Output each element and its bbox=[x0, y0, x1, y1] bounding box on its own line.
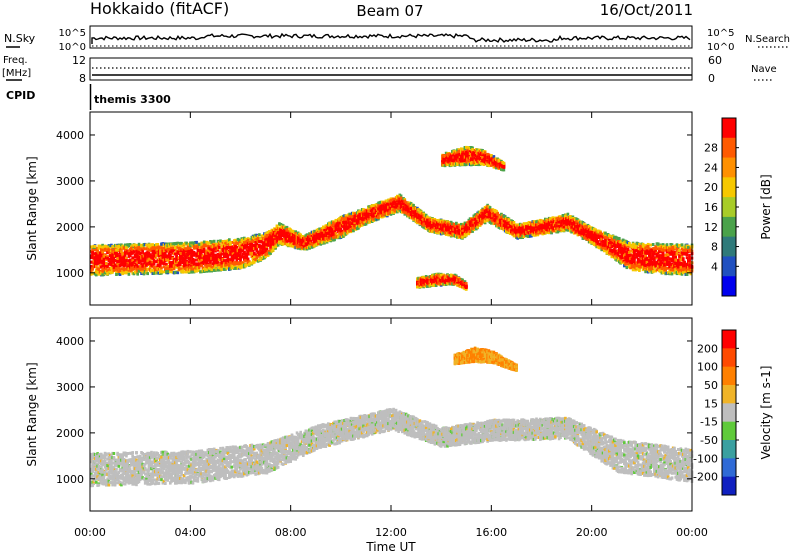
power-echo-band-0 bbox=[90, 193, 694, 277]
power-cbar-segment-5 bbox=[722, 216, 736, 238]
vel-cbar-segment-0 bbox=[722, 330, 736, 349]
vel-cbar-segment-1 bbox=[722, 348, 736, 368]
power-cbar-label: Power [dB] bbox=[759, 174, 773, 239]
power-cbar-segment-7 bbox=[722, 256, 736, 277]
vel-cbar-tick-label-3: 15 bbox=[704, 397, 718, 410]
beam-title: Beam 07 bbox=[356, 2, 423, 20]
vel-cbar-segment-2 bbox=[722, 366, 736, 386]
vel-ytick-label-2: 3000 bbox=[56, 381, 84, 394]
vel-ylabel: Slant Range [km] bbox=[25, 362, 39, 466]
vel-cbar-segment-8 bbox=[722, 476, 736, 496]
vel-cbar-tick-label-1: 100 bbox=[697, 361, 718, 374]
vel-cbar-tick-label-6: -100 bbox=[693, 452, 718, 465]
vel-cbar-segment-5 bbox=[722, 421, 736, 441]
vel-cbar-segment-6 bbox=[722, 440, 736, 459]
time-tick-label-3: 12:00 bbox=[375, 526, 407, 539]
nsearch-label: N.Search bbox=[745, 34, 790, 45]
time-tick-label-2: 08:00 bbox=[275, 526, 307, 539]
nsky-tick-bottom: 10^0 bbox=[59, 42, 86, 53]
vel-cbar-tick-label-5: -50 bbox=[700, 434, 718, 447]
time-tick-label-1: 04:00 bbox=[174, 526, 206, 539]
nave-tick-top: 60 bbox=[708, 54, 722, 67]
power-cbar-tick-label-3: 16 bbox=[704, 201, 718, 214]
power-echo-band-2 bbox=[416, 272, 468, 291]
power-cbar-tick-label-2: 20 bbox=[704, 181, 718, 194]
power-cbar-segment-8 bbox=[722, 276, 736, 297]
power-cbar-tick-label-1: 24 bbox=[704, 161, 718, 174]
vel-cbar-tick-label-7: -200 bbox=[693, 471, 718, 484]
nave-tick-bottom: 0 bbox=[708, 72, 715, 85]
nsearch-tick-bottom: 10^0 bbox=[707, 42, 734, 53]
power-cbar-segment-3 bbox=[722, 177, 736, 198]
power-ytick-label-2: 3000 bbox=[56, 175, 84, 188]
freq-label-1: Freq. bbox=[3, 55, 28, 66]
nsky-strip-frame bbox=[89, 25, 693, 49]
vel-cbar-segment-4 bbox=[722, 403, 736, 423]
cpid-value: themis 3300 bbox=[94, 93, 171, 106]
power-ytick-label-1: 2000 bbox=[56, 221, 84, 234]
vel-echo-band-1 bbox=[453, 346, 518, 372]
power-cbar-tick-label-6: 4 bbox=[711, 260, 718, 273]
vel-cbar-label: Velocity [m s-1] bbox=[759, 366, 773, 460]
vel-cbar-tick-label-0: 200 bbox=[697, 342, 718, 355]
power-ylabel: Slant Range [km] bbox=[25, 156, 39, 260]
vel-cbar-tick-label-2: 50 bbox=[704, 379, 718, 392]
vel-cbar-frame bbox=[721, 329, 737, 496]
power-colorbar: 28 24 20 16 12 8 4 Power [dB] bbox=[704, 117, 773, 297]
nsky-trace bbox=[91, 32, 692, 47]
power-panel: 1000 2000 3000 4000 Slant Range [km] bbox=[25, 111, 694, 306]
power-echo-cells bbox=[90, 145, 694, 291]
freq-tick-bottom: 8 bbox=[79, 72, 86, 85]
power-ytick-label-3: 4000 bbox=[56, 129, 84, 142]
vel-ytick-label-1: 2000 bbox=[56, 427, 84, 440]
power-cbar-segment-0 bbox=[722, 118, 736, 139]
nave-label: Nave bbox=[751, 64, 777, 75]
time-axis: 00:00 04:00 08:00 12:00 16:00 20:00 00:00 bbox=[74, 526, 708, 539]
station-title: Hokkaido (fitACF) bbox=[90, 0, 229, 18]
power-cbar-segment-4 bbox=[722, 197, 736, 218]
vel-ytick-label-3: 4000 bbox=[56, 335, 84, 348]
vel-cbar-segment-3 bbox=[722, 385, 736, 404]
velocity-colorbar: 200 100 50 15 -15 -50 -100 -200 Velocity [m s-1] bbox=[693, 329, 773, 496]
nsky-trace-line bbox=[91, 32, 691, 44]
power-cbar-tick-label-0: 28 bbox=[704, 142, 718, 155]
freq-label-2: [MHz] bbox=[2, 68, 31, 79]
x-axis-label: Time UT bbox=[365, 540, 416, 554]
power-cbar-segment-2 bbox=[722, 157, 736, 178]
time-tick-label-0: 00:00 bbox=[74, 526, 106, 539]
time-tick-label-6: 00:00 bbox=[676, 526, 708, 539]
nsky-label: N.Sky bbox=[4, 32, 36, 45]
cpid-label: CPID bbox=[6, 89, 35, 102]
vel-cbar-tick-label-4: -15 bbox=[700, 416, 718, 429]
power-cbar-segment-6 bbox=[722, 236, 736, 257]
time-tick-label-4: 16:00 bbox=[475, 526, 507, 539]
nsearch-tick-top: 10^5 bbox=[707, 28, 734, 39]
power-ytick-label-0: 1000 bbox=[56, 267, 84, 280]
freq-strip-frame bbox=[89, 57, 693, 81]
nsky-tick-top: 10^5 bbox=[59, 28, 86, 39]
freq-tick-top: 12 bbox=[72, 54, 86, 67]
vel-echo-cells bbox=[90, 346, 694, 488]
vel-echo-band-0 bbox=[90, 407, 694, 488]
power-cbar-tick-label-4: 12 bbox=[704, 221, 718, 234]
power-cbar-tick-label-5: 8 bbox=[711, 241, 718, 254]
vel-ytick-label-0: 1000 bbox=[56, 473, 84, 486]
velocity-panel: 1000 2000 3000 4000 Slant Range [km] bbox=[25, 317, 694, 512]
vel-cbar-segment-7 bbox=[722, 458, 736, 478]
power-echo-band-1 bbox=[441, 145, 506, 172]
time-tick-label-5: 20:00 bbox=[576, 526, 608, 539]
date-title: 16/Oct/2011 bbox=[600, 1, 693, 19]
power-cbar-segment-1 bbox=[722, 137, 736, 159]
